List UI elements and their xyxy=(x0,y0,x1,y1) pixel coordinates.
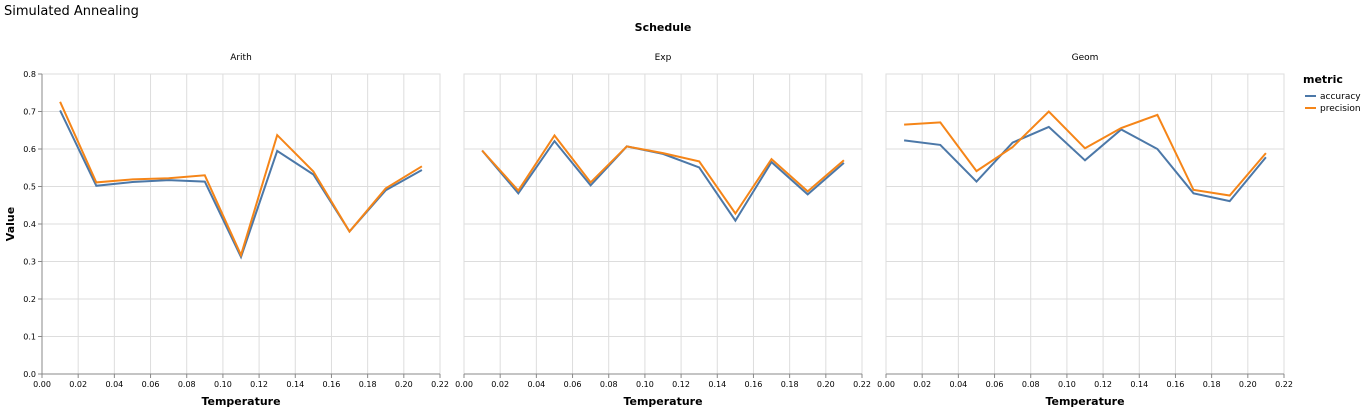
series-line-exp-precision xyxy=(481,133,845,216)
y-tick-label: 0.1 xyxy=(23,333,36,342)
x-tick-label: 0.20 xyxy=(817,380,835,389)
x-tick-label: 0.12 xyxy=(672,380,690,389)
x-tick-label: 0.04 xyxy=(105,380,123,389)
x-tick-label: 0.18 xyxy=(359,380,377,389)
facet-panels: Arith 0.00 0.02 0.04 0.06 0.08 0.10 0.12 0.14 0.1… xyxy=(23,53,1293,408)
x-tick-label: 0.00 xyxy=(877,380,895,389)
y-tick-label: 0.3 xyxy=(23,258,36,267)
y-axis-title: Value xyxy=(4,207,17,241)
y-tick-label: 0.6 xyxy=(23,145,36,154)
x-tick-label: 0.02 xyxy=(69,380,87,389)
x-tick-label: 0.18 xyxy=(781,380,799,389)
x-axis-title: Temperature xyxy=(201,395,280,408)
panel-geom: Geom 0.00 0.02 0.04 0.06 0.08 0.10 0.12 0.14 0.16… xyxy=(877,53,1293,408)
x-tick-label: 0.16 xyxy=(1167,380,1185,389)
x-tick-label: 0.04 xyxy=(949,380,967,389)
x-tick-label: 0.10 xyxy=(214,380,232,389)
x-tick-label: 0.18 xyxy=(1203,380,1221,389)
x-tick-label: 0.02 xyxy=(491,380,509,389)
x-tick-label: 0.22 xyxy=(853,380,871,389)
x-tick-label: 0.08 xyxy=(600,380,618,389)
x-tick-label: 0.10 xyxy=(636,380,654,389)
legend: metric accuracy precision xyxy=(1303,73,1361,114)
x-tick-label: 0.16 xyxy=(323,380,341,389)
x-tick-label: 0.20 xyxy=(1239,380,1257,389)
x-tick-label: 0.02 xyxy=(913,380,931,389)
x-tick-label: 0.10 xyxy=(1058,380,1076,389)
legend-title: metric xyxy=(1303,73,1343,86)
x-tick-label: 0.14 xyxy=(1130,380,1148,389)
series-line-arith-precision xyxy=(59,101,423,258)
x-tick-label: 0.22 xyxy=(1275,380,1293,389)
x-tick-label: 0.08 xyxy=(1022,380,1040,389)
x-tick-label: 0.00 xyxy=(455,380,473,389)
x-tick-label: 0.06 xyxy=(142,380,160,389)
facet-header: Schedule xyxy=(635,21,692,34)
panel-arith: Arith 0.00 0.02 0.04 0.06 0.08 0.10 0.12 0.14 0.1… xyxy=(23,53,449,408)
x-tick-label: 0.12 xyxy=(1094,380,1112,389)
panel-title-exp: Exp xyxy=(655,53,672,63)
x-tick-label: 0.20 xyxy=(395,380,413,389)
panel-exp: Exp 0.00 0.02 0.04 0.06 0.08 0.10 0.12 0.14 0.16 0… xyxy=(455,53,871,408)
x-tick-label: 0.14 xyxy=(286,380,304,389)
series-line-geom-accuracy xyxy=(903,125,1267,203)
legend-label-accuracy: accuracy xyxy=(1320,92,1361,102)
y-tick-label: 0.4 xyxy=(23,220,36,229)
x-tick-label: 0.06 xyxy=(564,380,582,389)
x-axis-title: Temperature xyxy=(1045,395,1124,408)
x-tick-label: 0.08 xyxy=(178,380,196,389)
x-tick-label: 0.14 xyxy=(708,380,726,389)
y-tick-label: 0.2 xyxy=(23,295,36,304)
panel-title-geom: Geom xyxy=(1072,53,1099,63)
chart-title: Simulated Annealing xyxy=(4,4,139,19)
x-tick-label: 0.00 xyxy=(33,380,51,389)
x-axis-title: Temperature xyxy=(623,395,702,408)
panel-title-arith: Arith xyxy=(230,53,252,63)
y-tick-label: 0.7 xyxy=(23,108,36,117)
legend-label-precision: precision xyxy=(1320,104,1361,114)
x-tick-label: 0.22 xyxy=(431,380,449,389)
x-tick-label: 0.06 xyxy=(986,380,1004,389)
y-tick-label: 0.0 xyxy=(23,370,36,379)
x-tick-label: 0.04 xyxy=(527,380,545,389)
series-line-geom-precision xyxy=(904,110,1267,197)
y-tick-label: 0.8 xyxy=(23,70,36,79)
y-tick-label: 0.5 xyxy=(23,183,36,192)
x-tick-label: 0.16 xyxy=(745,380,763,389)
x-tick-label: 0.12 xyxy=(250,380,268,389)
